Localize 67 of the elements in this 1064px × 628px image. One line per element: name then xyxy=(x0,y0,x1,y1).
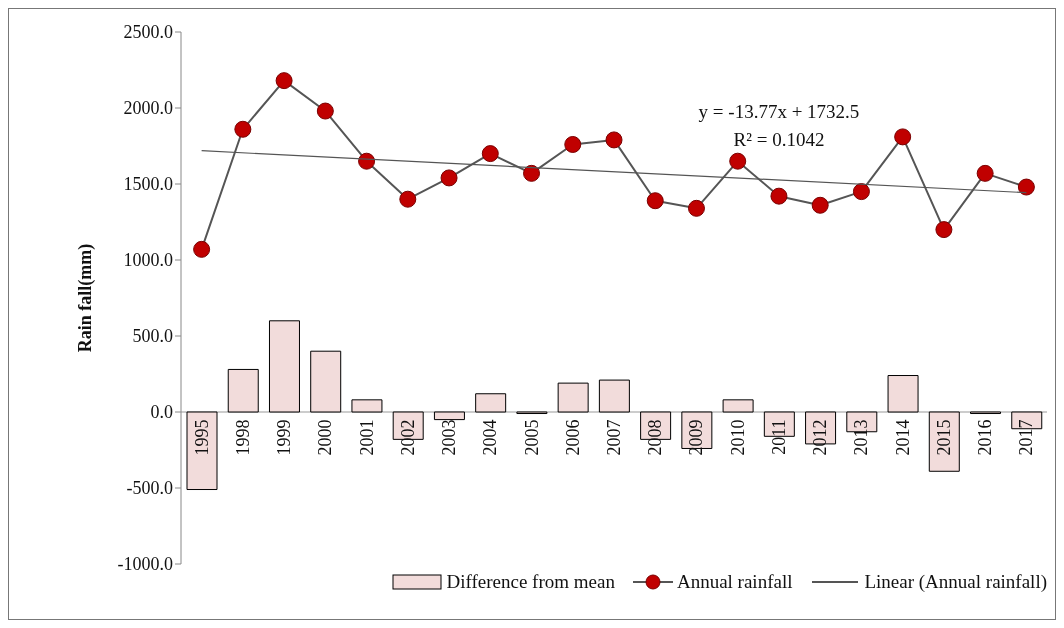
point xyxy=(770,187,788,205)
x-tick-label: 2005 xyxy=(521,419,542,456)
x-tick-label: 2009 xyxy=(686,419,707,456)
y-tick-label: 1500.0 xyxy=(123,174,173,195)
x-tick-label: 2003 xyxy=(439,419,460,456)
x-tick-label: 2013 xyxy=(851,419,872,456)
point xyxy=(316,102,334,120)
point xyxy=(935,221,953,239)
x-tick-label: 2014 xyxy=(892,419,913,456)
y-tick-label: 0.0 xyxy=(150,402,173,423)
point xyxy=(729,152,747,170)
y-tick-label: 2500.0 xyxy=(123,22,173,43)
point xyxy=(440,169,458,187)
bar xyxy=(598,379,630,413)
bar xyxy=(557,382,589,413)
bar xyxy=(186,411,218,491)
point xyxy=(811,196,829,214)
x-tick-label: 2016 xyxy=(975,419,996,456)
bar xyxy=(887,375,919,413)
x-tick-label: 2007 xyxy=(604,419,624,456)
annotation: y = -13.77x + 1732.5 xyxy=(697,101,861,123)
bar xyxy=(722,399,754,413)
x-tick-label: 2015 xyxy=(933,419,954,456)
x-tick-label: 2012 xyxy=(810,419,831,456)
x-tick-label: 1995 xyxy=(191,419,212,456)
point xyxy=(687,199,705,217)
bar xyxy=(351,399,383,413)
legend-label: Difference from mean xyxy=(445,571,615,593)
y-tick-label: 2000.0 xyxy=(123,98,173,119)
bar xyxy=(310,350,342,413)
point xyxy=(894,128,912,146)
point xyxy=(1017,178,1035,196)
point xyxy=(605,131,623,149)
x-tick-label: 2000 xyxy=(315,419,336,456)
x-tick-label: 1998 xyxy=(232,419,253,456)
point xyxy=(193,240,211,258)
point xyxy=(481,145,499,163)
x-tick-label: 2010 xyxy=(727,419,748,456)
bar xyxy=(433,411,465,421)
point xyxy=(976,164,994,182)
y-tick-label: 500.0 xyxy=(132,326,173,347)
point xyxy=(234,120,252,138)
point xyxy=(399,190,417,208)
point xyxy=(852,183,870,201)
bar xyxy=(268,320,300,413)
x-tick-label: 1999 xyxy=(274,419,295,456)
y-axis-title: Rain fall(mm) xyxy=(75,243,97,353)
y-tick-label: -500.0 xyxy=(126,478,173,499)
bar xyxy=(227,368,259,413)
point xyxy=(275,72,293,90)
x-tick-label: 2017 xyxy=(1016,419,1037,456)
bar xyxy=(475,393,507,413)
legend-label: Annual rainfall xyxy=(675,571,793,593)
x-tick-label: 2008 xyxy=(645,419,666,456)
y-tick-label: -1000.0 xyxy=(117,554,173,575)
x-tick-label: 2006 xyxy=(562,419,583,456)
point xyxy=(523,164,541,182)
point xyxy=(564,135,582,153)
annotation: R² = 0.1042 xyxy=(732,129,826,151)
bar xyxy=(928,411,960,472)
legend-label: Linear (Annual rainfall) xyxy=(863,571,1047,593)
x-tick-label: 2011 xyxy=(768,419,789,455)
x-tick-label: 2001 xyxy=(356,419,377,456)
point xyxy=(646,192,664,210)
y-tick-label: 1000.0 xyxy=(123,250,173,271)
x-tick-label: 2004 xyxy=(480,419,501,456)
x-tick-label: 2002 xyxy=(397,419,418,456)
